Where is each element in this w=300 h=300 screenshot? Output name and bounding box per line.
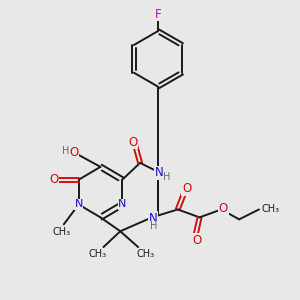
Text: N: N bbox=[118, 200, 126, 209]
Text: N: N bbox=[74, 200, 83, 209]
Text: CH₃: CH₃ bbox=[88, 249, 106, 259]
Text: H: H bbox=[163, 172, 170, 182]
Text: O: O bbox=[192, 234, 201, 247]
Text: CH₃: CH₃ bbox=[262, 204, 280, 214]
Text: F: F bbox=[154, 8, 161, 21]
Text: O: O bbox=[49, 173, 58, 186]
Text: CH₃: CH₃ bbox=[53, 227, 71, 237]
Text: CH₃: CH₃ bbox=[137, 249, 155, 259]
Text: H: H bbox=[62, 146, 70, 156]
Text: N: N bbox=[154, 166, 163, 179]
Text: O: O bbox=[69, 146, 78, 160]
Text: N: N bbox=[148, 212, 157, 225]
Text: O: O bbox=[182, 182, 191, 195]
Text: O: O bbox=[128, 136, 138, 148]
Text: O: O bbox=[219, 202, 228, 215]
Text: H: H bbox=[150, 221, 158, 231]
